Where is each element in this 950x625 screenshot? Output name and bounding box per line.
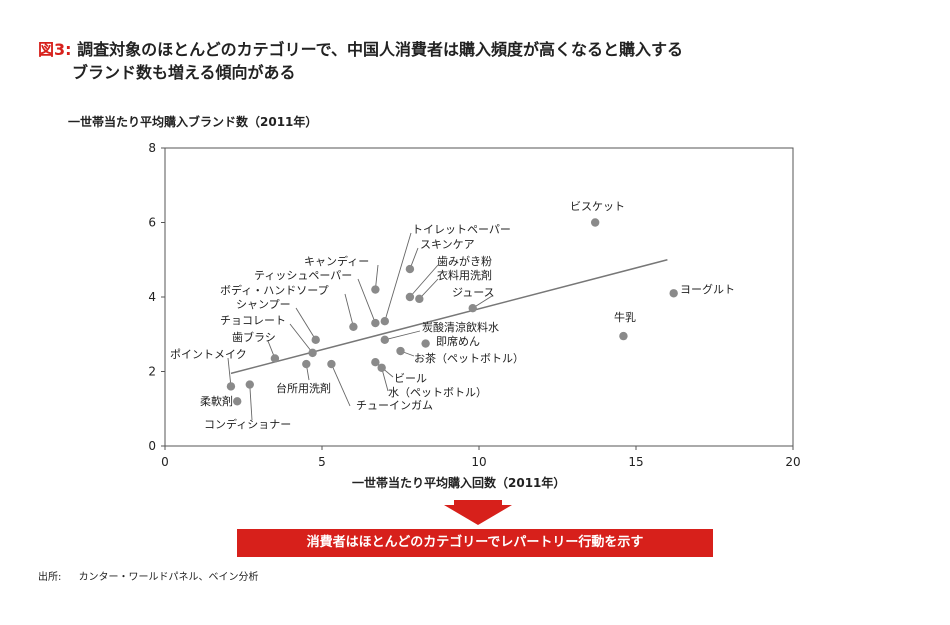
point-label: ティッシュペーパー bbox=[254, 269, 352, 282]
data-point bbox=[349, 322, 358, 331]
leader-line bbox=[409, 264, 439, 298]
data-point bbox=[270, 354, 280, 363]
down-arrow-stem bbox=[454, 500, 502, 508]
source-text: カンター・ワールドパネル、ベイン分析 bbox=[78, 572, 259, 583]
point-label: コンディショナー bbox=[204, 417, 291, 431]
point-label: チョコレート bbox=[220, 314, 286, 327]
source-note: 出所: カンター・ワールドパネル、ベイン分析 bbox=[38, 568, 259, 583]
data-point bbox=[669, 289, 678, 298]
leader-line bbox=[289, 323, 313, 354]
data-point bbox=[619, 331, 628, 341]
title-line-2: ブランド数も増える傾向がある bbox=[72, 63, 296, 82]
data-point bbox=[415, 294, 424, 304]
leader-line bbox=[357, 278, 376, 324]
data-point bbox=[327, 359, 336, 369]
y-axis-label: 一世帯当たり平均購入ブランド数（2011年） bbox=[68, 115, 318, 129]
data-point bbox=[421, 339, 430, 348]
data-point bbox=[590, 218, 600, 227]
x-tick-label: 20 bbox=[785, 455, 800, 469]
data-point bbox=[405, 264, 415, 274]
point-label: キャンディー bbox=[304, 254, 369, 268]
data-point bbox=[405, 292, 415, 302]
point-label: トイレットペーパー bbox=[412, 223, 511, 236]
leader-line bbox=[419, 278, 439, 300]
title-line-1: 調査対象のほとんどのカテゴリーで、中国人消費者は購入頻度が高くなると購入する bbox=[77, 40, 684, 59]
point-label: ポイントメイク bbox=[170, 348, 247, 361]
x-tick-label: 0 bbox=[161, 455, 169, 469]
leader-line bbox=[249, 384, 253, 421]
leader-line bbox=[384, 330, 421, 341]
chart-title: 図3: 調査対象のほとんどのカテゴリーで、中国人消費者は購入頻度が高くなると購入… bbox=[38, 38, 683, 84]
x-axis-label: 一世帯当たり平均購入回数（2011年） bbox=[352, 476, 566, 490]
leader-line bbox=[384, 232, 412, 322]
data-point bbox=[371, 318, 380, 328]
point-label: ビスケット bbox=[570, 200, 625, 213]
data-point bbox=[380, 317, 389, 326]
point-label: スキンケア bbox=[420, 238, 475, 251]
data-point bbox=[468, 303, 477, 313]
figure-number: 図3: bbox=[38, 40, 72, 59]
point-label: シャンプー bbox=[236, 298, 291, 311]
y-tick-label: 6 bbox=[148, 216, 156, 230]
point-label: ジュース bbox=[452, 286, 495, 299]
x-tick-label: 10 bbox=[471, 455, 486, 469]
y-tick-label: 0 bbox=[148, 439, 156, 453]
point-label: ボディ・ハンドソープ bbox=[220, 283, 329, 297]
data-point bbox=[308, 348, 317, 358]
point-label: 牛乳 bbox=[614, 310, 636, 324]
down-arrow-icon bbox=[444, 505, 512, 525]
trend-line bbox=[230, 259, 668, 375]
point-label: お茶（ペットボトル） bbox=[414, 352, 524, 365]
point-label: 柔軟剤 bbox=[200, 394, 233, 408]
data-point bbox=[377, 363, 386, 372]
data-point bbox=[311, 335, 320, 345]
point-label: 水（ペットボトル） bbox=[388, 386, 487, 399]
x-tick-label: 15 bbox=[628, 455, 643, 469]
data-point bbox=[380, 335, 389, 345]
data-point bbox=[371, 285, 380, 294]
y-tick-label: 2 bbox=[148, 365, 156, 379]
data-point bbox=[245, 380, 254, 389]
conclusion-banner: 消費者はほとんどのカテゴリーでレパートリー行動を示す bbox=[237, 529, 713, 557]
y-tick-label: 4 bbox=[148, 290, 156, 304]
data-point bbox=[302, 359, 311, 369]
source-label: 出所: bbox=[38, 572, 62, 583]
point-label: ビール bbox=[394, 372, 427, 385]
point-label: 衣料用洗剤 bbox=[437, 268, 492, 282]
point-label: 即席めん bbox=[436, 334, 480, 348]
point-label: チューインガム bbox=[356, 399, 433, 412]
point-label: 炭酸清涼飲料水 bbox=[422, 320, 499, 334]
x-tick-label: 5 bbox=[318, 455, 326, 469]
leader-line bbox=[227, 357, 232, 387]
point-label: 台所用洗剤 bbox=[276, 381, 331, 395]
point-label: ヨーグルト bbox=[680, 282, 735, 296]
leader-line bbox=[344, 293, 354, 327]
leader-line bbox=[295, 307, 317, 341]
leader-line bbox=[331, 363, 351, 407]
data-point bbox=[396, 346, 405, 356]
y-tick-label: 8 bbox=[148, 141, 156, 155]
point-label: 歯ブラシ bbox=[232, 330, 276, 344]
data-point bbox=[233, 397, 242, 406]
data-point bbox=[371, 357, 380, 367]
point-label: 歯みがき粉 bbox=[437, 254, 492, 268]
data-point bbox=[226, 382, 236, 391]
